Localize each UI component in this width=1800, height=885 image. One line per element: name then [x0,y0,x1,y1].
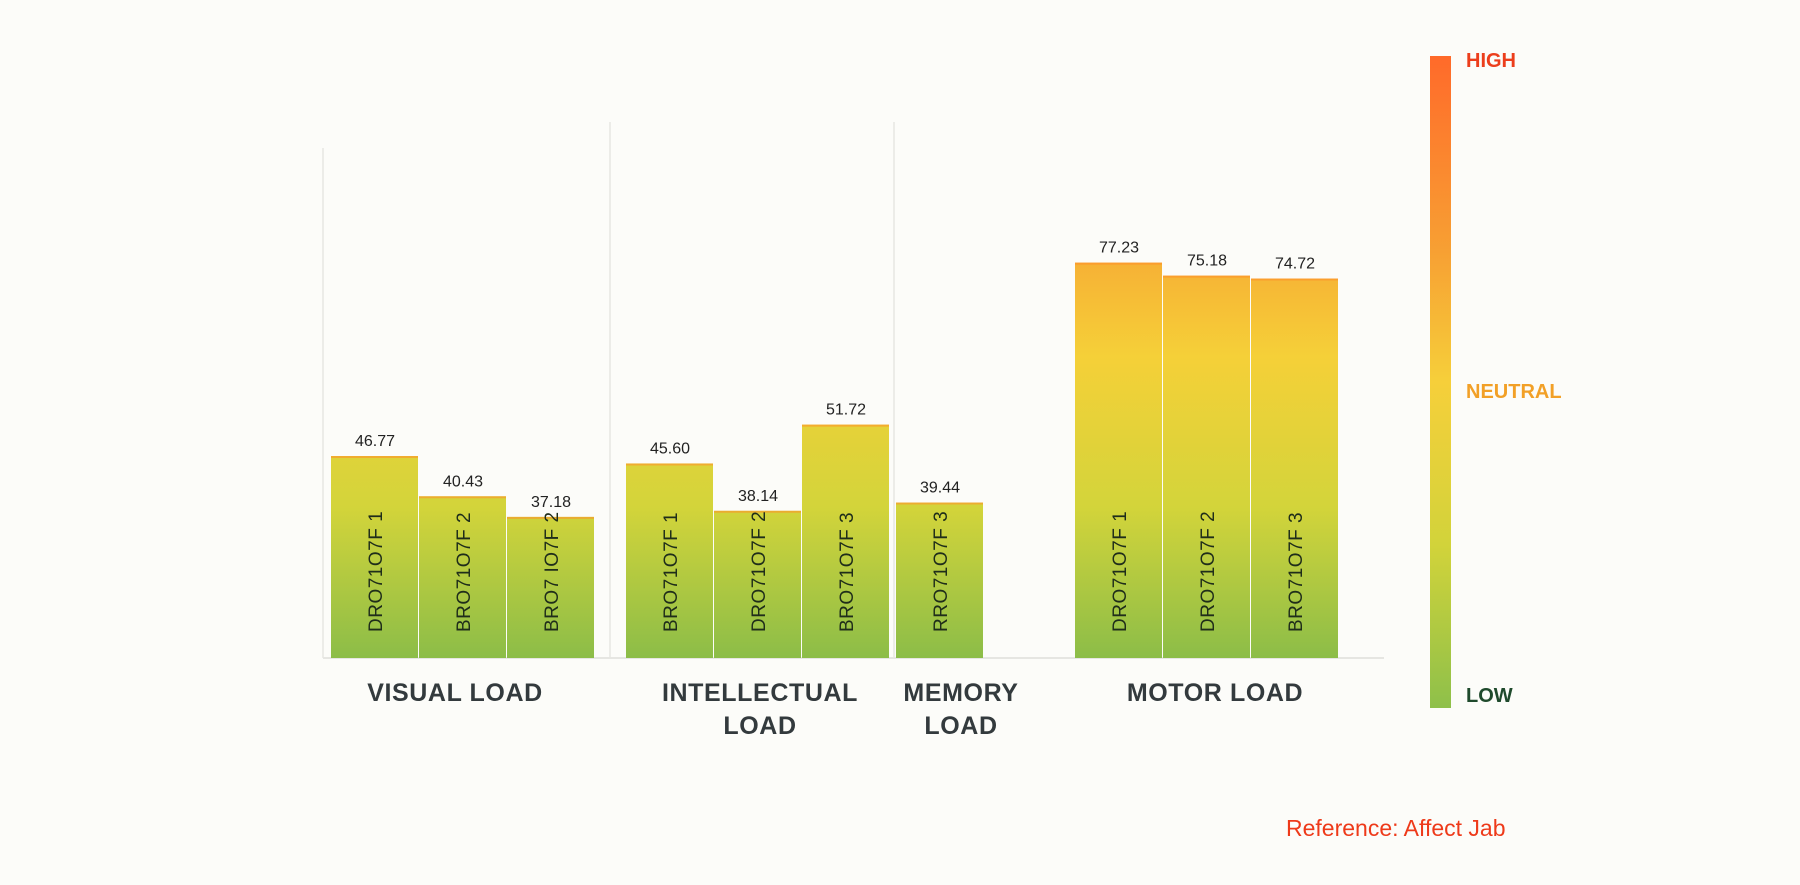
bar-category-label: DRO71O7F 1 [366,511,387,632]
group-label: MEMORY LOAD [903,679,1019,740]
bar-3-1 [1163,275,1250,658]
legend-neutral-label: NEUTRAL [1466,381,1562,403]
bar-category-label: DRO71O7F 1 [1110,511,1131,632]
legend-low-label: LOW [1466,685,1513,707]
bar-value-label: 75.18 [1187,253,1227,270]
bar-category-label: BRO71O7F 3 [1286,512,1307,632]
bar-value-label: 40.43 [443,473,483,490]
bar-category-label: BRO71O7F 3 [837,512,858,632]
reference-note: Reference: Affect Jab [1286,815,1506,841]
bar-2-0 [896,502,983,658]
bar-category-label: BRO7 IO7F 2 [542,511,563,632]
bar-0-1 [419,496,506,658]
bar-category-label: BRO71O7F 1 [661,512,682,632]
group-label: MOTOR LOAD [1126,679,1304,707]
bar-value-label: 51.72 [826,402,866,419]
bar-category-label: BRO71O7F 2 [454,512,475,632]
bar-value-label: 46.77 [355,433,395,450]
bar-category-label: DRO71O7F 2 [749,511,770,632]
bar-1-0 [626,463,713,658]
color-scale-legend [1430,56,1451,708]
bar-3-2 [1251,278,1338,658]
bar-value-label: 45.60 [650,440,690,457]
group-label: VISUAL LOAD [367,679,543,707]
bar-0-2 [507,516,594,658]
bar-1-1 [714,510,801,658]
bar-value-label: 77.23 [1099,240,1139,257]
bar-0-0 [331,456,418,658]
bar-category-label: DRO71O7F 2 [1198,511,1219,632]
bar-value-label: 39.44 [920,480,960,497]
bar-1-2 [802,424,889,658]
legend-high-label: HIGH [1466,50,1516,72]
bar-category-label: RRO71O7F 3 [931,511,952,632]
group-label: INTELLECTUAL LOAD [661,679,859,740]
bar-value-label: 74.72 [1275,256,1315,273]
bar-3-0 [1075,262,1162,658]
bar-value-label: 37.18 [531,494,571,511]
bar-value-label: 38.14 [738,488,778,505]
